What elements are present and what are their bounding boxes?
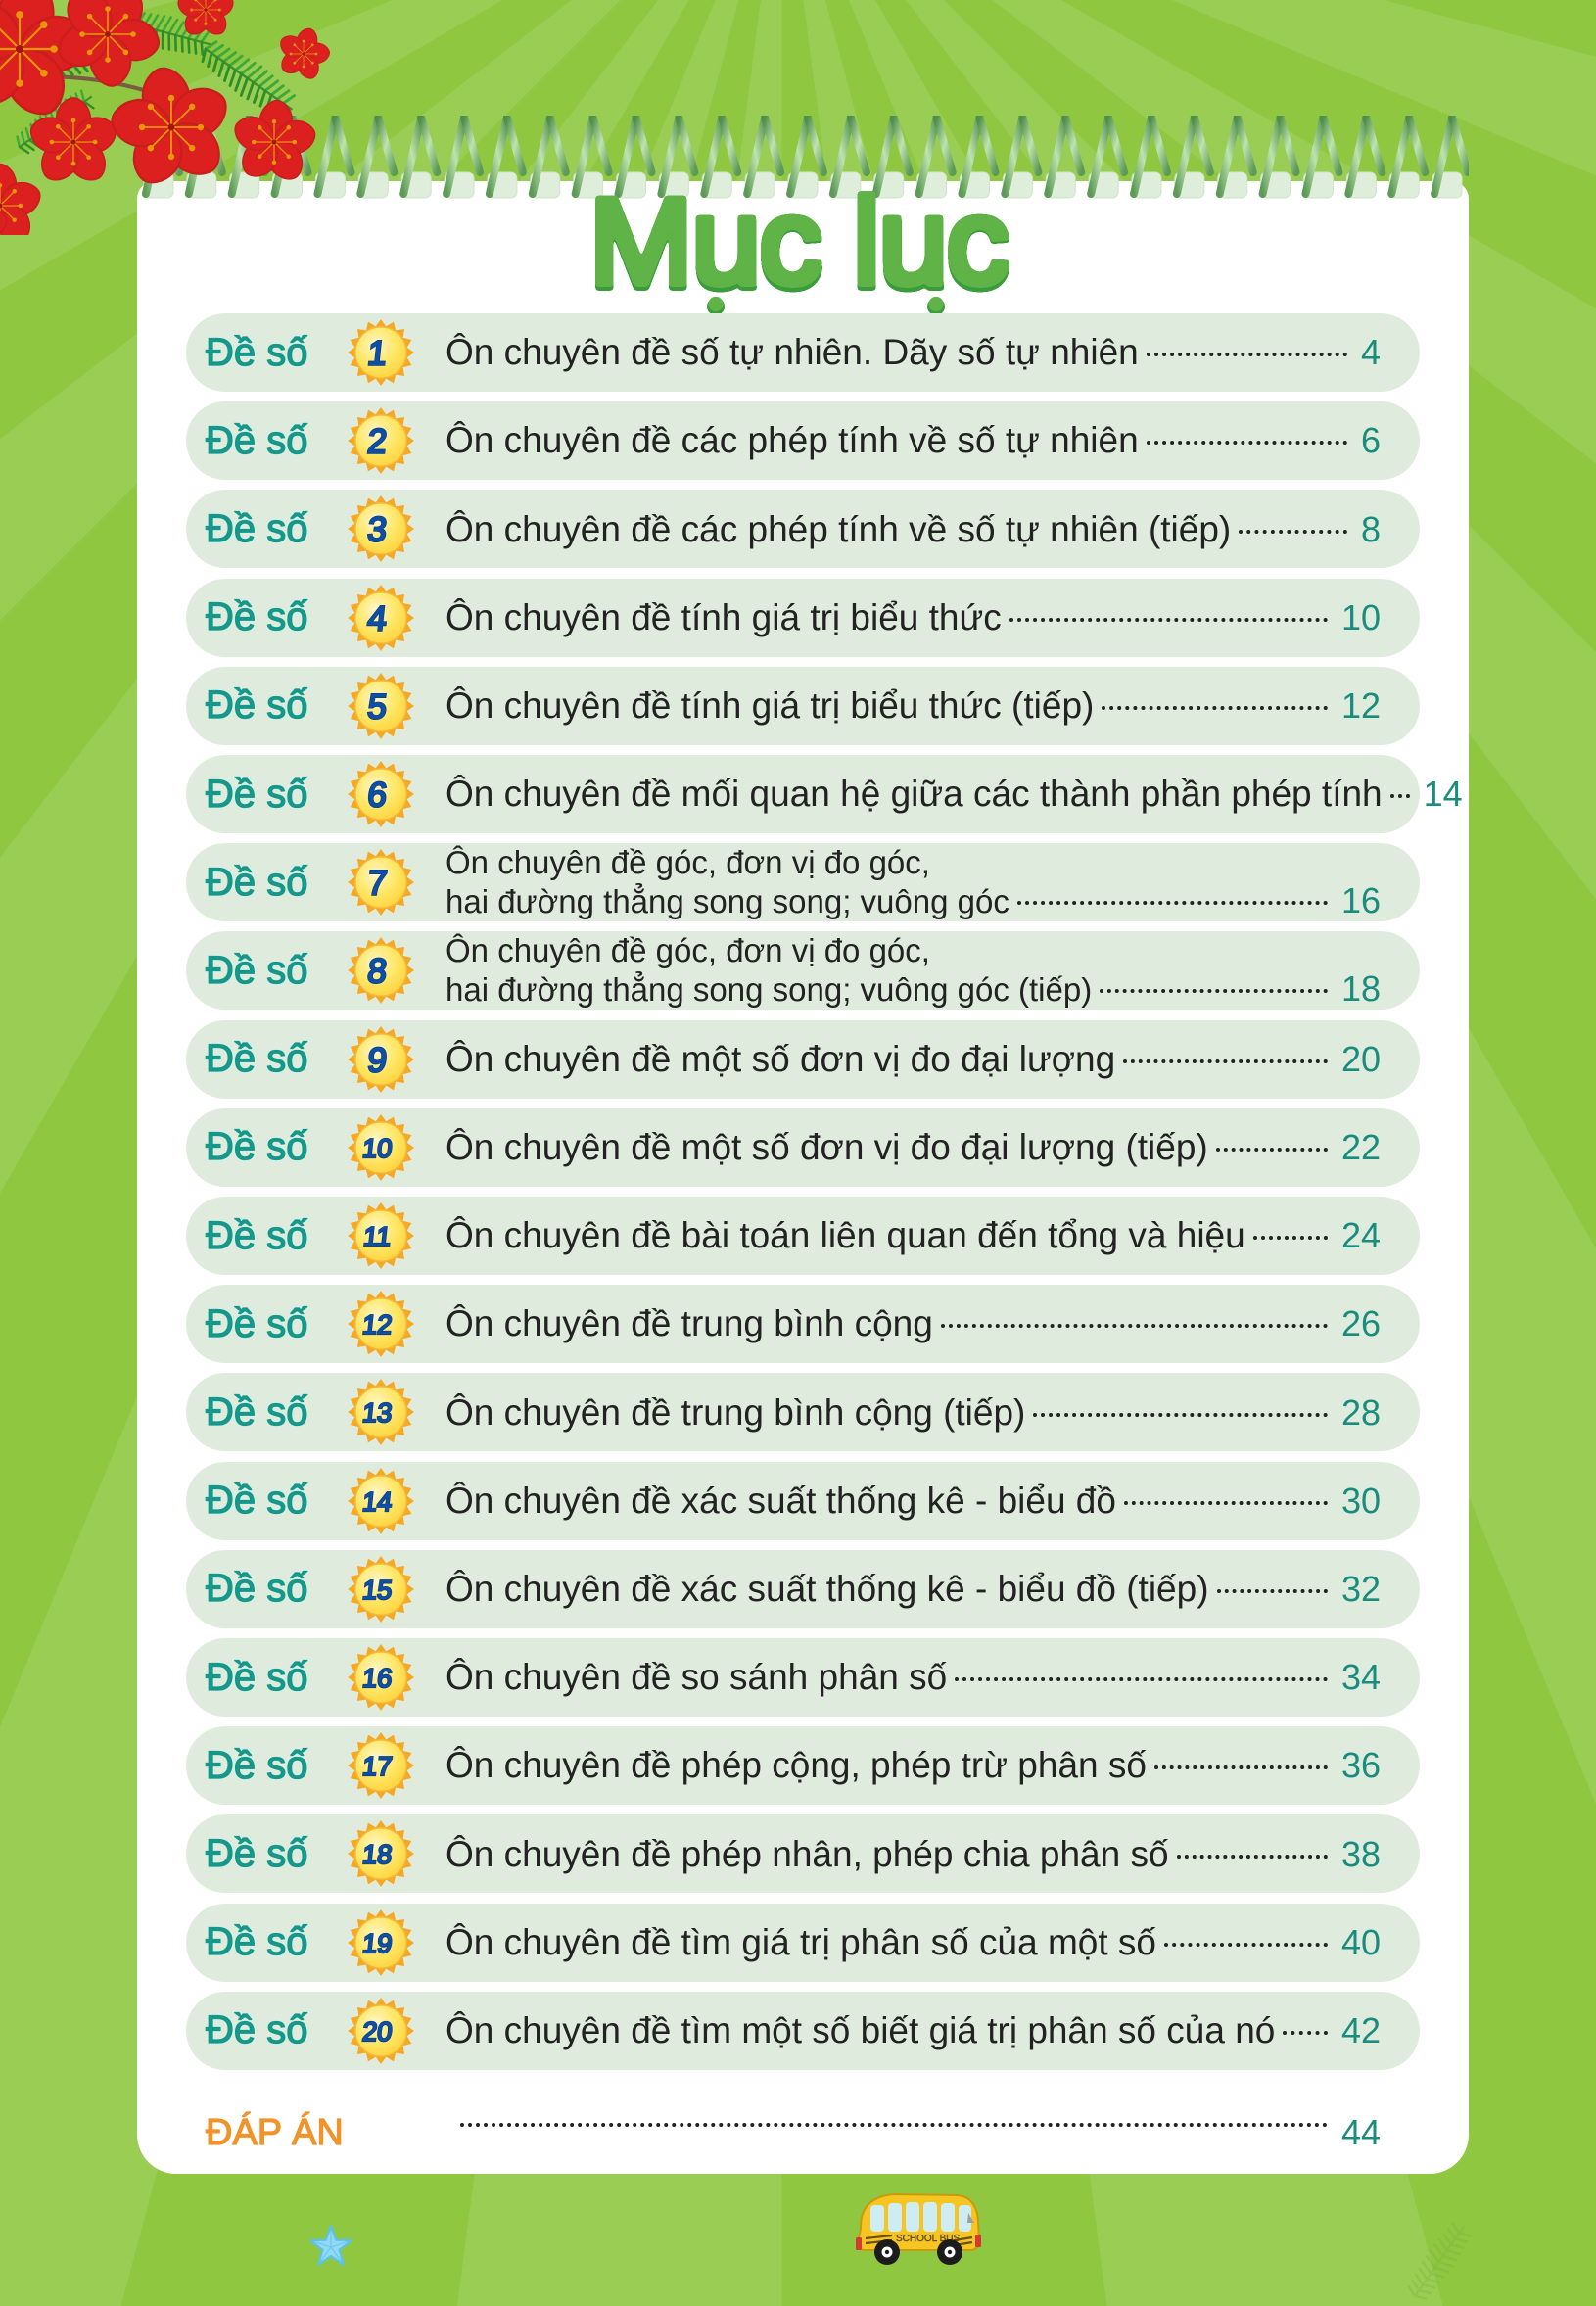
svg-text:10: 10	[361, 1133, 394, 1163]
svg-text:2: 2	[365, 422, 389, 461]
svg-text:16: 16	[361, 1663, 394, 1693]
svg-text:3: 3	[365, 510, 389, 549]
svg-text:9: 9	[365, 1040, 389, 1079]
svg-text:20: 20	[361, 2016, 394, 2047]
svg-text:7: 7	[365, 864, 389, 903]
svg-text:18: 18	[361, 1839, 394, 1869]
svg-text:4: 4	[365, 598, 389, 637]
svg-text:11: 11	[362, 1221, 393, 1251]
svg-text:1: 1	[365, 334, 389, 373]
svg-text:13: 13	[361, 1397, 394, 1428]
svg-text:19: 19	[361, 1927, 394, 1957]
svg-text:15: 15	[361, 1575, 394, 1605]
svg-text:6: 6	[365, 776, 389, 815]
svg-text:8: 8	[365, 952, 389, 991]
svg-text:Muc luc: Muc luc	[589, 173, 1009, 309]
svg-text:17: 17	[361, 1751, 394, 1781]
svg-text:5: 5	[365, 687, 389, 727]
svg-text:14: 14	[361, 1485, 394, 1516]
svg-text:12: 12	[361, 1309, 394, 1340]
